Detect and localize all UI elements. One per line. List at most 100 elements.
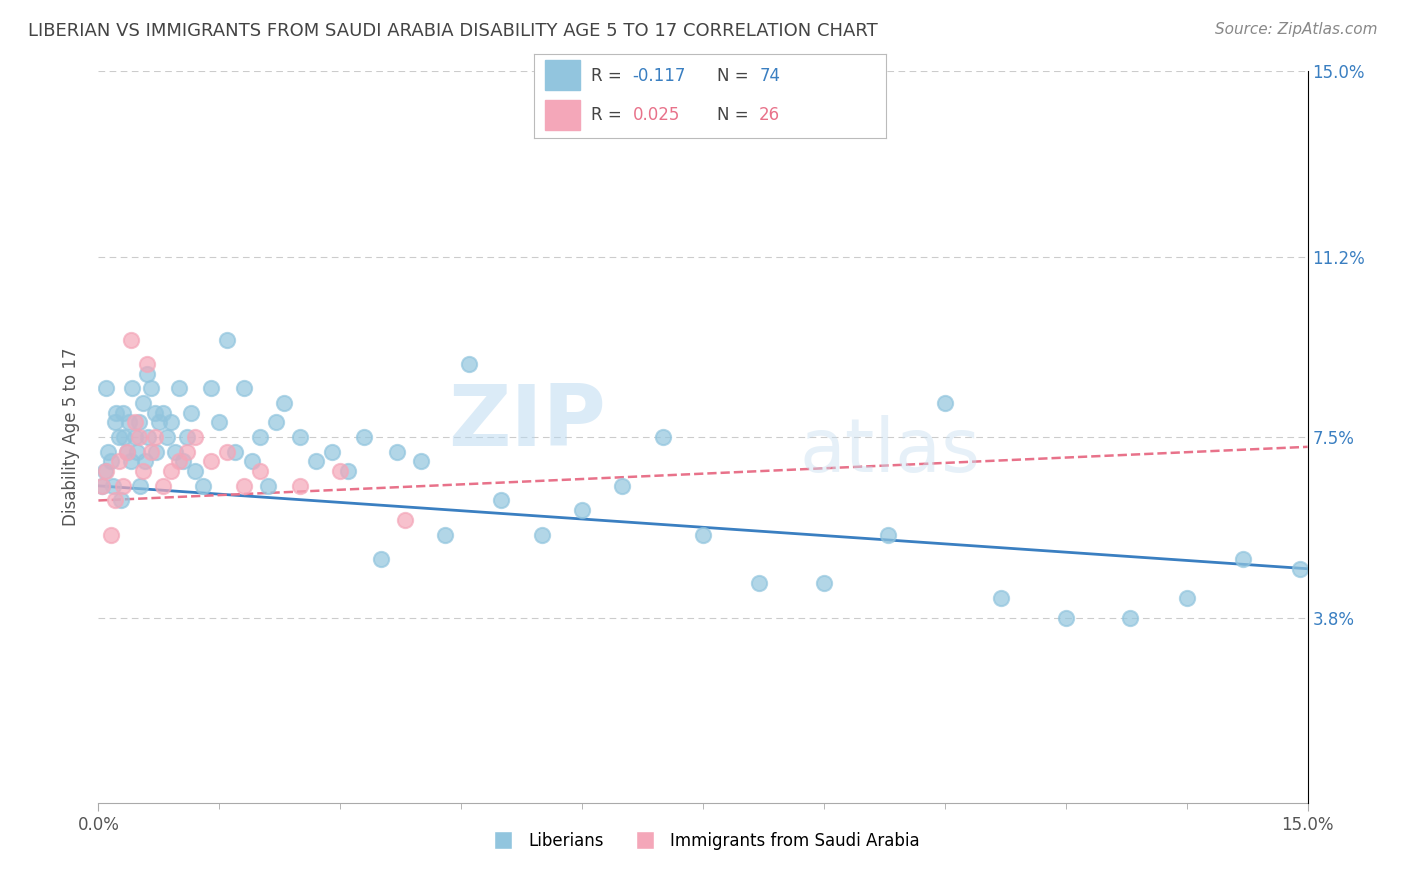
Point bbox=[110, 493, 132, 508]
Point bbox=[167, 381, 190, 395]
Point bbox=[160, 464, 183, 478]
Point bbox=[288, 430, 311, 444]
Point bbox=[1175, 591, 1198, 605]
Point bbox=[305, 454, 328, 468]
Point bbox=[394, 513, 416, 527]
Point bbox=[128, 430, 150, 444]
Point bbox=[138, 430, 160, 444]
Point bbox=[103, 493, 125, 508]
Point bbox=[692, 527, 714, 541]
Point bbox=[167, 454, 190, 468]
Point bbox=[1288, 562, 1310, 576]
Point bbox=[1232, 552, 1254, 566]
Point bbox=[273, 396, 295, 410]
Point bbox=[103, 416, 125, 430]
Point bbox=[612, 479, 634, 493]
Text: R =: R = bbox=[591, 67, 627, 85]
Point bbox=[152, 479, 174, 493]
Point bbox=[145, 444, 167, 458]
Point bbox=[134, 454, 156, 468]
Point bbox=[217, 444, 239, 458]
Point bbox=[107, 430, 129, 444]
Point bbox=[651, 430, 673, 444]
Bar bbox=[544, 61, 579, 90]
Text: -0.117: -0.117 bbox=[633, 67, 686, 85]
Point bbox=[877, 527, 900, 541]
Point bbox=[200, 381, 222, 395]
Point bbox=[156, 430, 179, 444]
Point bbox=[458, 357, 481, 371]
Point bbox=[208, 416, 231, 430]
Point bbox=[132, 396, 155, 410]
Point bbox=[184, 430, 207, 444]
Point bbox=[100, 454, 122, 468]
Point bbox=[105, 406, 128, 420]
Point bbox=[329, 464, 352, 478]
Point bbox=[100, 527, 122, 541]
Point bbox=[120, 454, 142, 468]
Point bbox=[97, 444, 120, 458]
Point bbox=[934, 396, 956, 410]
Point bbox=[121, 381, 143, 395]
Text: N =: N = bbox=[717, 67, 754, 85]
Point bbox=[409, 454, 432, 468]
Point bbox=[813, 576, 835, 591]
Text: N =: N = bbox=[717, 105, 754, 123]
Point bbox=[91, 479, 114, 493]
Point bbox=[112, 430, 135, 444]
Point bbox=[160, 416, 183, 430]
Point bbox=[256, 479, 278, 493]
Point bbox=[353, 430, 375, 444]
Point bbox=[200, 454, 222, 468]
Point bbox=[135, 367, 157, 381]
Point bbox=[127, 444, 149, 458]
Point bbox=[990, 591, 1012, 605]
Point bbox=[143, 406, 166, 420]
Point bbox=[249, 464, 271, 478]
Point bbox=[288, 479, 311, 493]
Text: 0.025: 0.025 bbox=[633, 105, 681, 123]
Point bbox=[120, 333, 142, 347]
Point bbox=[132, 464, 155, 478]
Point bbox=[571, 503, 593, 517]
Point bbox=[148, 416, 170, 430]
Text: R =: R = bbox=[591, 105, 627, 123]
Point bbox=[224, 444, 246, 458]
Point bbox=[101, 479, 124, 493]
Point bbox=[172, 454, 194, 468]
Point bbox=[321, 444, 343, 458]
Point bbox=[232, 381, 254, 395]
Point bbox=[91, 479, 114, 493]
Text: atlas: atlas bbox=[800, 415, 981, 488]
Legend: Liberians, Immigrants from Saudi Arabia: Liberians, Immigrants from Saudi Arabia bbox=[479, 825, 927, 856]
Point bbox=[385, 444, 408, 458]
Point bbox=[180, 406, 202, 420]
Point bbox=[232, 479, 254, 493]
Point bbox=[139, 444, 162, 458]
Point bbox=[264, 416, 287, 430]
Point bbox=[184, 464, 207, 478]
Point bbox=[96, 464, 118, 478]
Point bbox=[124, 416, 146, 430]
Point bbox=[163, 444, 186, 458]
Text: ZIP: ZIP bbox=[449, 381, 606, 464]
Point bbox=[135, 357, 157, 371]
Point bbox=[115, 444, 138, 458]
Text: 74: 74 bbox=[759, 67, 780, 85]
Point bbox=[111, 406, 134, 420]
Point bbox=[143, 430, 166, 444]
Text: 26: 26 bbox=[759, 105, 780, 123]
Point bbox=[370, 552, 392, 566]
Text: Source: ZipAtlas.com: Source: ZipAtlas.com bbox=[1215, 22, 1378, 37]
Point bbox=[118, 416, 141, 430]
Point bbox=[1054, 610, 1077, 624]
Point bbox=[748, 576, 770, 591]
Point bbox=[1119, 610, 1142, 624]
Point bbox=[337, 464, 360, 478]
Point bbox=[129, 479, 152, 493]
Bar bbox=[544, 100, 579, 130]
Point bbox=[115, 444, 138, 458]
Point bbox=[217, 333, 239, 347]
Point bbox=[94, 464, 117, 478]
Point bbox=[240, 454, 263, 468]
